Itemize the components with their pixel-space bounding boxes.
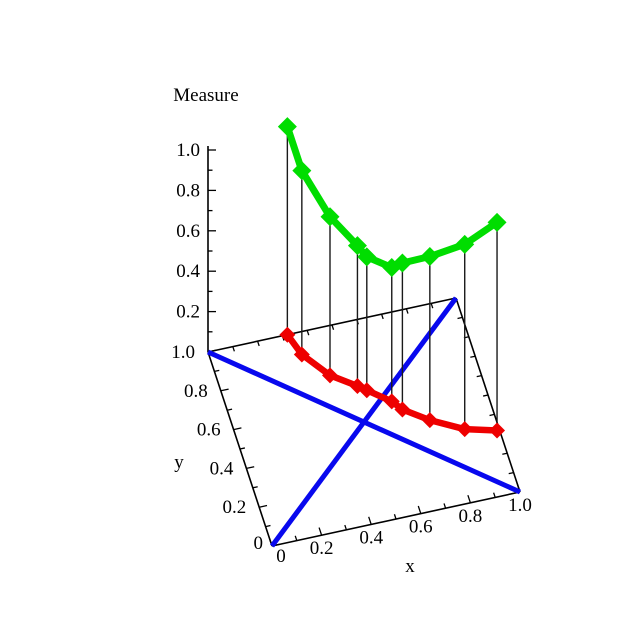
- base-curve-marker: [358, 382, 375, 399]
- x-axis-tick: [467, 495, 472, 504]
- base-curve-marker: [293, 346, 310, 363]
- y-axis-tick: [259, 504, 268, 508]
- far-edge-tick: [331, 324, 335, 330]
- far-edge-tick: [405, 308, 409, 314]
- far-edge-tick: [380, 313, 384, 320]
- z-tick-label: 0.2: [176, 302, 200, 323]
- y-tick-label: 0: [254, 533, 264, 554]
- base-curve-marker: [322, 367, 338, 384]
- plot-built-layers: 0 0.2 0.4 0.6 0.8 1.0 0 0.2 0.4 0.6 0.8 1.0 0.2 0.4 0.…: [171, 117, 532, 567]
- measure-curve-marker: [455, 234, 475, 254]
- y-tick-label: 0.6: [197, 420, 221, 441]
- x-axis-tick: [368, 516, 372, 525]
- x-axis-tick: [417, 505, 422, 514]
- y-axis-tick: [252, 486, 258, 489]
- x-tick-label: 0.2: [310, 538, 334, 559]
- z-tick-label: 1.0: [176, 140, 200, 161]
- measure-curve-marker: [357, 247, 377, 267]
- y-axis-tick: [246, 466, 255, 470]
- base-curve-marker: [421, 412, 438, 429]
- x-axis-tick: [318, 527, 323, 536]
- y-axis-tick: [220, 388, 229, 392]
- measure-curve-line: [284, 125, 500, 271]
- x-tick-label: 0.6: [409, 517, 433, 538]
- far-edge-tick: [256, 340, 260, 347]
- base-curve-marker: [279, 326, 296, 343]
- right-edge-tick: [489, 413, 495, 417]
- right-edge-tick: [470, 355, 476, 358]
- y-tick-label: 0.4: [210, 458, 234, 479]
- x-axis-tick: [393, 514, 397, 520]
- y-axis-tick: [227, 408, 233, 411]
- base-curve-marker: [394, 401, 411, 418]
- right-edge-tick: [508, 471, 514, 475]
- right-edge-tick: [476, 374, 482, 378]
- measure-curve-marker: [487, 212, 507, 232]
- far-edge-tick: [232, 346, 235, 352]
- far-edge-tick: [430, 303, 434, 309]
- x-axis-tick: [443, 503, 447, 509]
- z-axis-title: Measure: [173, 85, 238, 106]
- x-tick-label: 0: [276, 546, 286, 567]
- z-tick-label: 0.4: [176, 261, 200, 282]
- z-tick-label: 0.8: [176, 180, 200, 201]
- x-axis-tick: [493, 492, 496, 498]
- measure-curve-marker: [320, 207, 340, 227]
- x-axis-tick: [294, 535, 298, 541]
- measure-curve-marker: [277, 117, 297, 137]
- x-tick-label: 0.4: [359, 527, 383, 548]
- y-axis-tick: [239, 447, 246, 450]
- measure-curve-marker: [292, 161, 312, 181]
- base-curve-marker: [456, 421, 473, 438]
- x-tick-label: 1.0: [508, 495, 532, 516]
- right-edge-tick: [502, 452, 508, 455]
- y-axis-tick: [265, 524, 271, 528]
- diagonal-line-antidiagonal: [206, 349, 522, 495]
- base-curve-line: [284, 332, 498, 434]
- y-axis-tick: [214, 369, 220, 373]
- z-tick-label: 0.6: [176, 221, 200, 242]
- base-curve-marker: [489, 422, 506, 439]
- base-curve-marker: [383, 393, 400, 410]
- measure-curve-marker: [392, 253, 412, 273]
- measure-curve-marker: [420, 247, 440, 267]
- far-edge-tick: [306, 330, 310, 336]
- y-tick-label: 0.8: [184, 381, 208, 402]
- y-axis-label: y: [174, 452, 184, 473]
- x-tick-label: 0.8: [459, 506, 483, 527]
- x-axis-label: x: [405, 556, 415, 577]
- y-tick-label: 1.0: [171, 342, 195, 363]
- right-edge-tick: [457, 316, 463, 320]
- x-axis-tick: [344, 524, 348, 531]
- y-tick-label: 0.2: [222, 497, 246, 518]
- y-axis-tick: [233, 427, 242, 431]
- measure-curve-marker: [347, 236, 367, 256]
- right-edge-tick: [482, 394, 489, 397]
